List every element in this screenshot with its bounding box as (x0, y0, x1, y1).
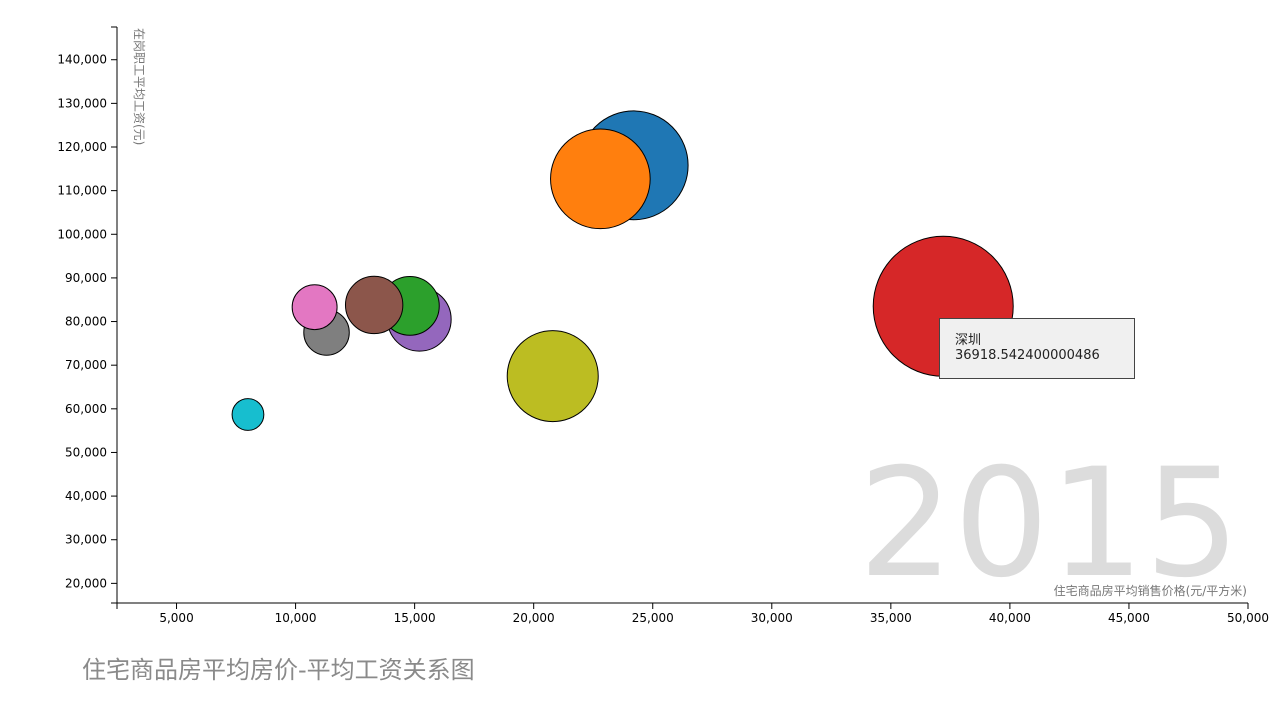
year-watermark: 2015 (858, 437, 1240, 611)
x-tick-label: 45,000 (1108, 611, 1150, 625)
x-tick-label: 40,000 (989, 611, 1031, 625)
x-tick-label: 25,000 (632, 611, 674, 625)
y-tick: 70,000 (65, 358, 117, 372)
y-tick: 90,000 (65, 271, 117, 285)
y-tick-label: 140,000 (57, 53, 107, 67)
y-tick: 140,000 (57, 53, 117, 67)
x-tick-label: 35,000 (870, 611, 912, 625)
y-tick: 40,000 (65, 489, 117, 503)
y-tick-label: 100,000 (57, 227, 107, 241)
x-axis: 5,000 10,000 15,000 20,000 25,000 30,000 35,00… (116, 602, 1269, 625)
x-tick: 45,000 (1108, 603, 1150, 625)
x-tick: 5,000 (159, 603, 194, 625)
x-tick: 35,000 (870, 603, 912, 625)
x-tick: 15,000 (394, 603, 436, 625)
x-tick-label: 10,000 (275, 611, 317, 625)
y-tick-label: 90,000 (65, 271, 107, 285)
x-tick-label: 20,000 (513, 611, 555, 625)
y-tick-label: 80,000 (65, 315, 107, 329)
y-tick-label: 40,000 (65, 489, 107, 503)
y-tick-label: 30,000 (65, 533, 107, 547)
y-tick-label: 130,000 (57, 96, 107, 110)
bubble[interactable] (291, 284, 338, 331)
y-axis: 20,000 30,000 40,000 50,000 60,000 70,000 80,0… (57, 26, 118, 604)
bubble[interactable] (344, 275, 404, 335)
x-tick: 40,000 (989, 603, 1031, 625)
bubble[interactable] (231, 398, 265, 431)
x-tick: 25,000 (632, 603, 674, 625)
y-tick: 100,000 (57, 227, 117, 241)
y-tick-label: 120,000 (57, 140, 107, 154)
y-tick-label: 110,000 (57, 184, 107, 198)
x-tick-label: 15,000 (394, 611, 436, 625)
x-tick: 50,000 (1227, 603, 1269, 625)
tooltip-value: 36918.542400000486 (955, 348, 1100, 363)
y-tick: 50,000 (65, 445, 117, 459)
chart-title: 住宅商品房平均房价-平均工资关系图 (82, 656, 475, 684)
y-tick-label: 60,000 (65, 402, 107, 416)
x-axis-label: 住宅商品房平均销售价格(元/平方米) (1054, 583, 1247, 598)
y-tick-label: 50,000 (65, 445, 107, 459)
y-tick: 60,000 (65, 402, 117, 416)
x-tick-label: 30,000 (751, 611, 793, 625)
bubble[interactable] (550, 128, 651, 230)
y-tick: 130,000 (57, 96, 117, 110)
y-tick: 80,000 (65, 315, 117, 329)
x-tick-label: 50,000 (1227, 611, 1269, 625)
tooltip-city: 深圳 (955, 333, 982, 348)
y-tick: 30,000 (65, 533, 117, 547)
y-tick: 20,000 (65, 576, 117, 590)
bubble-tooltip: 深圳 36918.542400000486 (939, 318, 1135, 379)
bubbles-group (231, 110, 1014, 431)
bubble[interactable] (506, 330, 599, 423)
x-tick: 20,000 (513, 603, 555, 625)
y-tick-label: 70,000 (65, 358, 107, 372)
y-tick-label: 20,000 (65, 576, 107, 590)
x-tick-label: 5,000 (159, 611, 193, 625)
y-tick: 110,000 (57, 184, 117, 198)
y-tick: 120,000 (57, 140, 117, 154)
y-axis-label: 在岗职工平均工资(元) (132, 28, 146, 145)
x-tick: 10,000 (275, 603, 317, 625)
x-tick: 30,000 (751, 603, 793, 625)
